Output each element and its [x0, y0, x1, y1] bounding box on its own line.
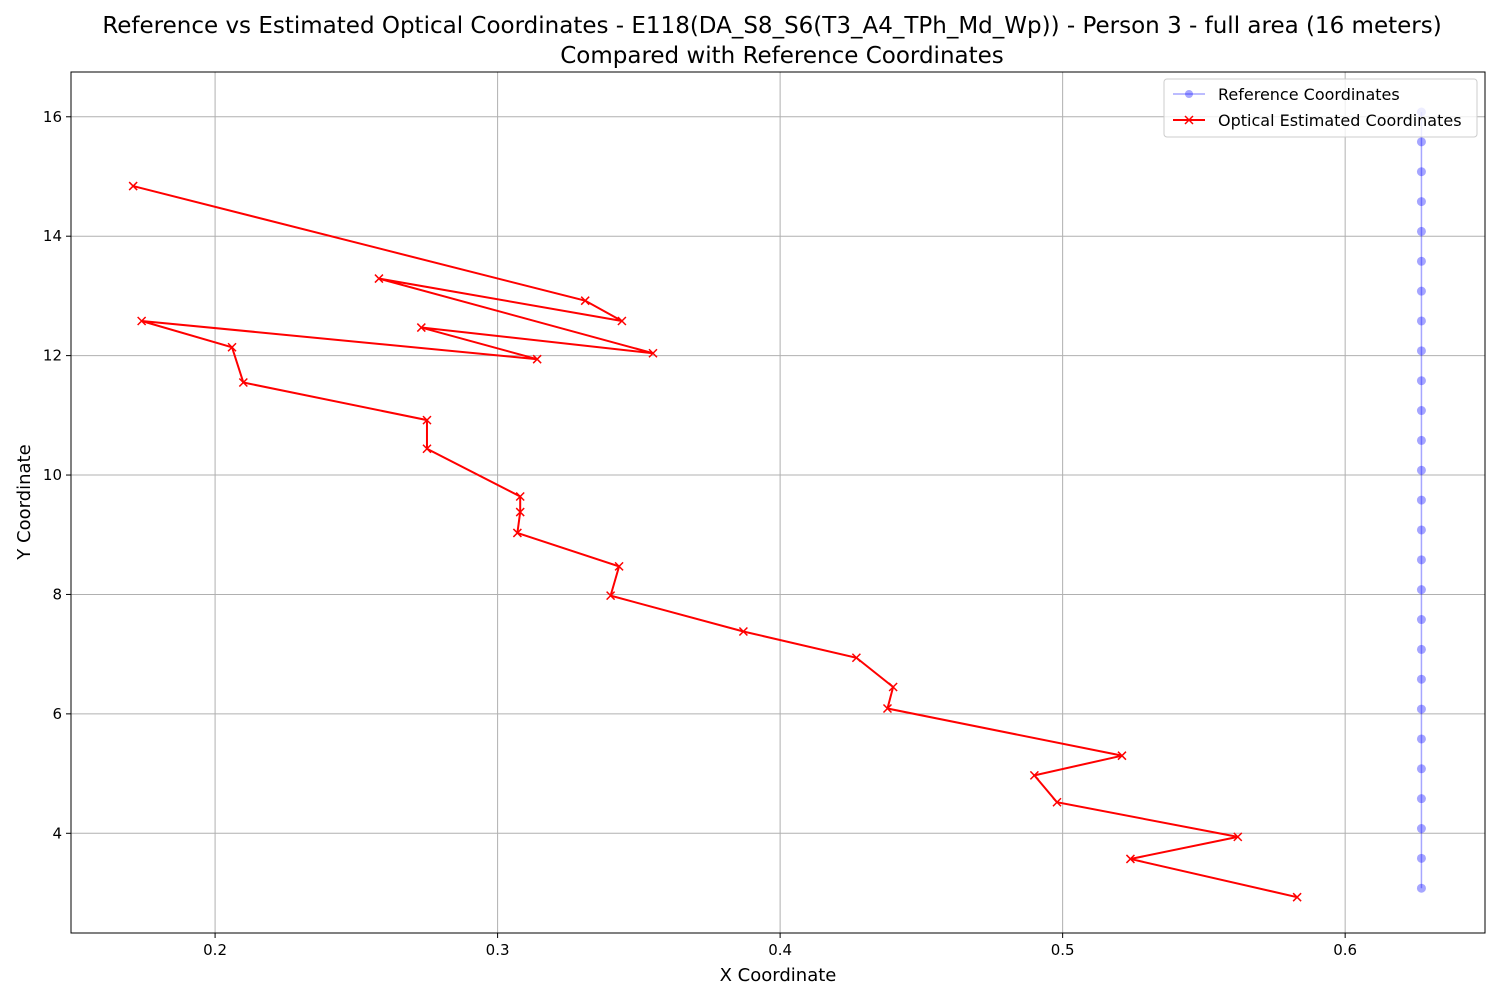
y-tick-label: 12: [43, 347, 62, 365]
reference-point: [1416, 406, 1426, 416]
y-axis-ticks: 4 6 8 10 12 14 16: [43, 108, 71, 842]
x-axis-ticks: 0.2 0.3 0.4 0.5 0.6: [203, 933, 1357, 959]
legend-box: [1163, 78, 1478, 138]
estimated-point: [532, 354, 542, 364]
grid-lines: [71, 72, 1485, 933]
x-tick-label: 0.5: [1051, 941, 1075, 959]
reference-point: [1416, 555, 1426, 565]
reference-point: [1416, 704, 1426, 714]
estimated-point: [1292, 892, 1302, 902]
legend: Reference Coordinates Optical Estimated …: [1163, 78, 1478, 138]
estimated-point: [374, 274, 384, 284]
estimated-point: [137, 316, 147, 326]
legend-estimated-marker: [1184, 115, 1194, 125]
x-axis-label: X Coordinate: [720, 965, 837, 986]
reference-point: [1416, 346, 1426, 356]
reference-point: [1416, 734, 1426, 744]
legend-estimated-label: Optical Estimated Coordinates: [1218, 111, 1462, 130]
estimated-point: [614, 561, 624, 571]
reference-point: [1416, 197, 1426, 207]
estimated-point: [617, 316, 627, 326]
reference-point: [1416, 316, 1426, 326]
estimated-point: [738, 626, 748, 637]
reference-point: [1416, 465, 1426, 475]
reference-series: [1416, 107, 1426, 893]
estimated-point: [888, 682, 898, 692]
y-tick-label: 16: [43, 108, 62, 126]
plot-frame: [70, 71, 1486, 934]
y-tick-label: 10: [43, 466, 62, 484]
y-axis-label: Y Coordinate: [14, 444, 35, 560]
x-tick-label: 0.3: [486, 941, 510, 959]
y-tick-label: 8: [52, 585, 62, 603]
legend-reference-label: Reference Coordinates: [1218, 85, 1400, 104]
estimated-point: [227, 342, 237, 352]
chart-subtitle: Compared with Reference Coordinates: [560, 43, 1004, 69]
estimated-point: [515, 507, 525, 517]
reference-point: [1416, 256, 1426, 266]
reference-point: [1416, 615, 1426, 625]
estimated-point: [606, 591, 616, 601]
reference-point: [1416, 674, 1426, 684]
estimated-point: [128, 181, 138, 191]
estimated-point: [1052, 797, 1062, 807]
chart-title: Reference vs Estimated Optical Coordinat…: [102, 13, 1441, 39]
estimated-point: [512, 528, 522, 538]
estimated-point: [580, 296, 590, 306]
reference-point: [1416, 226, 1426, 236]
x-tick-label: 0.4: [768, 941, 792, 959]
reference-point: [1416, 824, 1426, 834]
legend-reference-marker: [1185, 90, 1193, 98]
y-tick-label: 14: [43, 227, 62, 245]
y-tick-label: 4: [52, 824, 62, 842]
estimated-point: [1233, 832, 1243, 842]
estimated-point: [1029, 770, 1039, 780]
reference-point: [1416, 644, 1426, 654]
reference-point: [1416, 794, 1426, 804]
estimated-point: [238, 377, 248, 388]
estimated-series: [128, 181, 1302, 902]
reference-point: [1416, 585, 1426, 595]
estimated-point: [882, 703, 893, 714]
reference-point: [1416, 495, 1426, 505]
reference-point: [1416, 883, 1426, 893]
reference-point: [1416, 137, 1426, 147]
estimated-point: [851, 653, 861, 663]
reference-point: [1416, 764, 1426, 774]
reference-point: [1416, 435, 1426, 445]
x-tick-label: 0.2: [203, 941, 227, 959]
x-tick-label: 0.6: [1333, 941, 1357, 959]
estimated-point: [1125, 854, 1135, 864]
reference-point: [1416, 525, 1426, 535]
estimated-point: [422, 415, 432, 425]
reference-point: [1416, 853, 1426, 863]
reference-point: [1416, 286, 1426, 296]
estimated-point: [515, 491, 525, 502]
estimated-point: [422, 444, 432, 454]
estimated-point: [416, 323, 426, 333]
estimated-point: [648, 348, 658, 358]
reference-point: [1416, 167, 1426, 177]
reference-point: [1416, 376, 1426, 386]
estimated-point: [1117, 751, 1127, 761]
y-tick-label: 6: [52, 705, 62, 723]
